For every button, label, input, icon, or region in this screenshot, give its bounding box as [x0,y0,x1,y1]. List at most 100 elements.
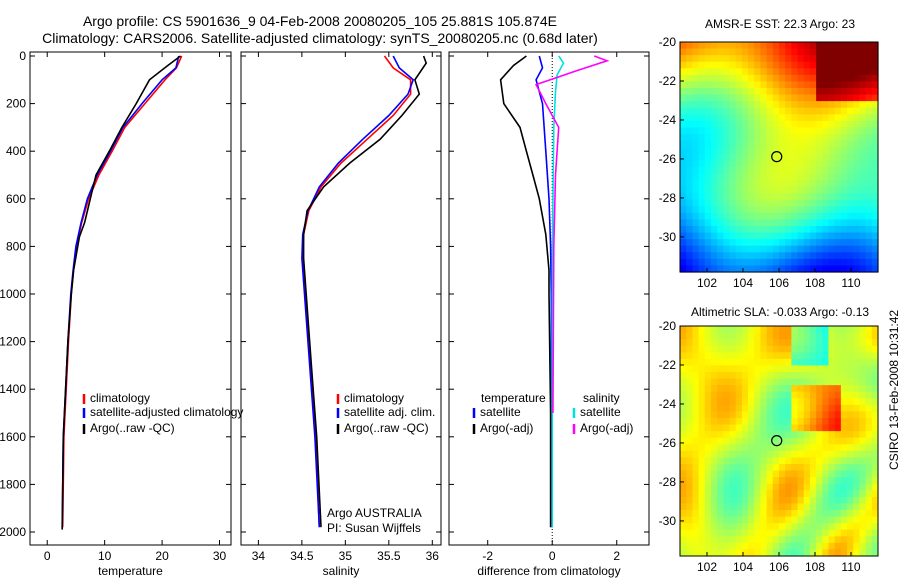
map-cell [834,332,842,340]
map-cell [748,385,755,393]
map-cell [754,226,762,234]
map-cell [803,516,811,524]
map-cell [692,490,700,498]
map-cell [772,536,780,544]
map-cell [834,206,842,214]
map-cell [741,372,749,380]
map-cell [834,120,842,129]
map-cell [723,232,731,240]
map-cell [766,365,774,373]
map-cell [717,42,724,50]
map-cell [871,398,879,406]
map-cell [723,186,731,194]
map-cell [766,510,774,518]
map-cell [760,193,768,201]
map-cell [729,68,737,76]
map-cell [754,153,762,161]
map-cell [853,404,861,413]
map-cell [803,160,811,168]
map-cell [680,372,687,380]
map-cell [847,245,854,253]
map-cell [748,339,755,347]
map-cell [723,464,731,472]
map-cell [772,48,780,56]
map-cell [809,378,817,386]
map-cell [735,358,743,367]
map-cell [766,549,774,557]
map-cell [785,326,792,334]
map-cell [698,180,706,188]
map-cell [809,529,817,537]
map-cell [779,134,786,142]
map-cell [698,404,706,413]
map-cell [853,61,861,69]
map-cell [698,372,706,380]
map-cell [840,332,848,340]
map-cell [871,385,879,393]
map-cell [803,431,811,439]
map-cell [748,470,755,478]
map-cell [840,326,848,334]
map-cell [865,358,873,367]
map-cell [871,339,879,347]
map-cell [803,61,811,69]
map-cell [686,219,693,227]
map-cell [729,523,737,531]
map-cell [871,345,879,353]
map-cell [741,326,749,334]
map-cell [822,206,830,214]
map-cell [741,239,749,247]
map-cell [741,365,749,373]
map-cell [692,94,700,102]
map-cell [680,252,687,260]
map-cell [859,404,867,413]
map-cell [717,450,724,459]
map-cell [704,160,712,168]
map-cell [816,212,823,221]
map-cell [816,114,823,122]
map-cell [797,411,805,419]
map-cell [859,418,867,426]
map-cell [803,345,811,353]
map-cell [692,252,700,260]
map-cell [859,490,867,498]
map-cell [853,444,861,452]
map-cell [785,549,792,557]
map-cell [871,450,879,459]
map-cell [710,140,718,148]
map-cell [822,239,830,247]
map-cell [729,464,737,472]
map-cell [834,477,842,485]
map-cell [692,166,700,175]
map-cell [748,549,755,557]
map-cell [735,48,743,56]
map-cell [785,345,792,353]
map-cell [840,345,848,353]
map-cell [779,186,786,194]
map-cell [797,503,805,511]
map-cell [816,503,823,511]
map-cell [748,490,755,498]
map-cell [834,245,842,253]
map-cell [710,160,718,168]
map-cell [710,206,718,214]
map-cell [816,477,823,485]
x-tick-label: 30 [213,549,227,563]
map-cell [723,444,731,452]
map-cell [680,48,687,56]
map-cell [772,496,780,505]
map-cell [816,437,823,445]
map-cell [822,107,830,115]
series-line-salinity-argo-adj- [534,55,610,414]
map-cell [704,166,712,175]
map-cell [859,523,867,531]
map-cell [853,107,861,115]
map-cell [760,186,768,194]
map-cell [729,245,737,253]
map-cell [834,398,842,406]
map-cell [710,358,718,367]
map-cell [791,55,799,63]
map-cell [816,134,823,142]
map-cell [760,94,768,102]
map-cell [772,457,780,465]
